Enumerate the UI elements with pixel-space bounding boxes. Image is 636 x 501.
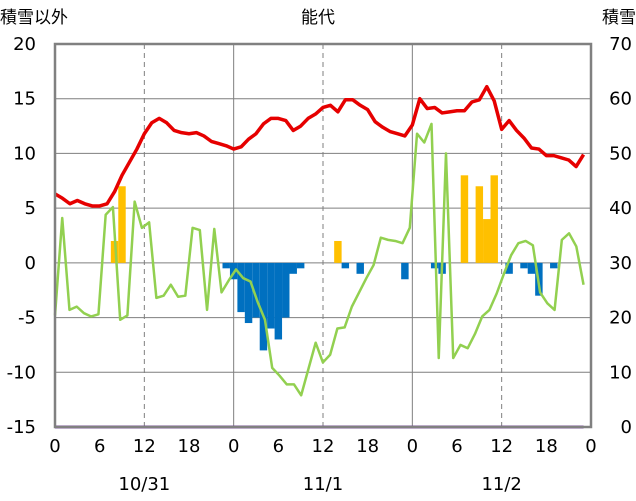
y-right-tick-label: 40 (609, 198, 632, 219)
precip-bar (289, 262, 297, 274)
precip-bar (460, 175, 469, 263)
precip-bar (505, 262, 513, 274)
x-tick-label: 0 (228, 436, 239, 457)
y-left-tick-label: 20 (13, 34, 36, 55)
precip-bar (274, 262, 283, 340)
y-right-tick-label: 50 (609, 143, 632, 164)
chart-title: 能代 (301, 8, 335, 28)
precip-bar (341, 262, 350, 269)
y-left-tick-label: -15 (7, 417, 36, 438)
precip-bar (520, 262, 528, 269)
x-tick-label: 18 (178, 436, 201, 457)
precip-bar (483, 219, 491, 263)
y-left-tick-label: 10 (13, 143, 36, 164)
plot-frame (53, 42, 593, 429)
precip-bar (475, 186, 484, 263)
precip-bar (267, 262, 275, 329)
y-left-tick-label: -10 (7, 362, 36, 383)
precip-bar (259, 262, 268, 351)
y-left-tick-label: 15 (13, 89, 36, 110)
y-right-tick-label: 10 (609, 362, 632, 383)
precip-bar (252, 262, 260, 318)
y-left-tick-label: -5 (18, 308, 36, 329)
grid (55, 44, 591, 427)
y-left-tick-label: 0 (25, 253, 36, 274)
precip-bar (401, 262, 409, 280)
x-tick-label: 0 (49, 436, 60, 457)
left-axis-label: 積雪以外 (0, 8, 68, 28)
x-tick-label: 6 (451, 436, 462, 457)
temperature-line (54, 84, 586, 208)
precip-bar (282, 262, 290, 318)
series-lines (53, 84, 586, 429)
precip-bar (550, 262, 558, 269)
precip-bar (490, 175, 498, 263)
date-label: 10/31 (118, 474, 170, 495)
precip-bar (118, 186, 126, 263)
x-tick-label: 0 (585, 436, 596, 457)
y-right-tick-label: 60 (609, 89, 632, 110)
plot-border (53, 42, 593, 429)
wind-line (53, 122, 585, 397)
x-tick-label: 12 (133, 436, 156, 457)
x-tick-label: 12 (312, 436, 335, 457)
precip-bar (356, 262, 364, 274)
x-tick-label: 6 (94, 436, 105, 457)
y-right-tick-label: 70 (609, 34, 632, 55)
y-right-tick-label: 0 (621, 417, 632, 438)
precip-bar (244, 262, 253, 324)
x-tick-label: 18 (535, 436, 558, 457)
precip-bar (527, 262, 536, 274)
x-tick-label: 6 (273, 436, 284, 457)
precip-bar (237, 262, 245, 313)
x-tick-label: 0 (407, 436, 418, 457)
date-label: 11/2 (481, 474, 521, 495)
x-tick-label: 18 (356, 436, 379, 457)
y-right-tick-label: 30 (609, 253, 632, 274)
right-axis-label: 積雪 (602, 8, 636, 28)
precip-bar (334, 240, 342, 263)
precip-bar (222, 262, 230, 269)
x-tick-label: 12 (490, 436, 513, 457)
precip-bar (296, 262, 305, 269)
date-label: 11/1 (303, 474, 343, 495)
y-left-tick-label: 5 (25, 198, 36, 219)
y-right-tick-label: 20 (609, 308, 632, 329)
